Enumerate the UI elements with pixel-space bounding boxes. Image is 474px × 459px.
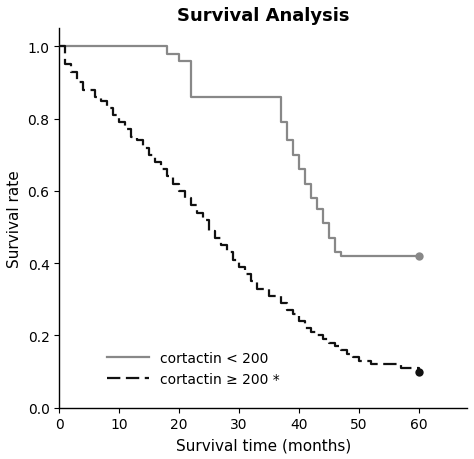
- Legend: cortactin < 200, cortactin ≥ 200 *: cortactin < 200, cortactin ≥ 200 *: [107, 351, 280, 386]
- X-axis label: Survival time (months): Survival time (months): [175, 437, 351, 452]
- Title: Survival Analysis: Survival Analysis: [177, 7, 349, 25]
- Y-axis label: Survival rate: Survival rate: [7, 170, 22, 267]
